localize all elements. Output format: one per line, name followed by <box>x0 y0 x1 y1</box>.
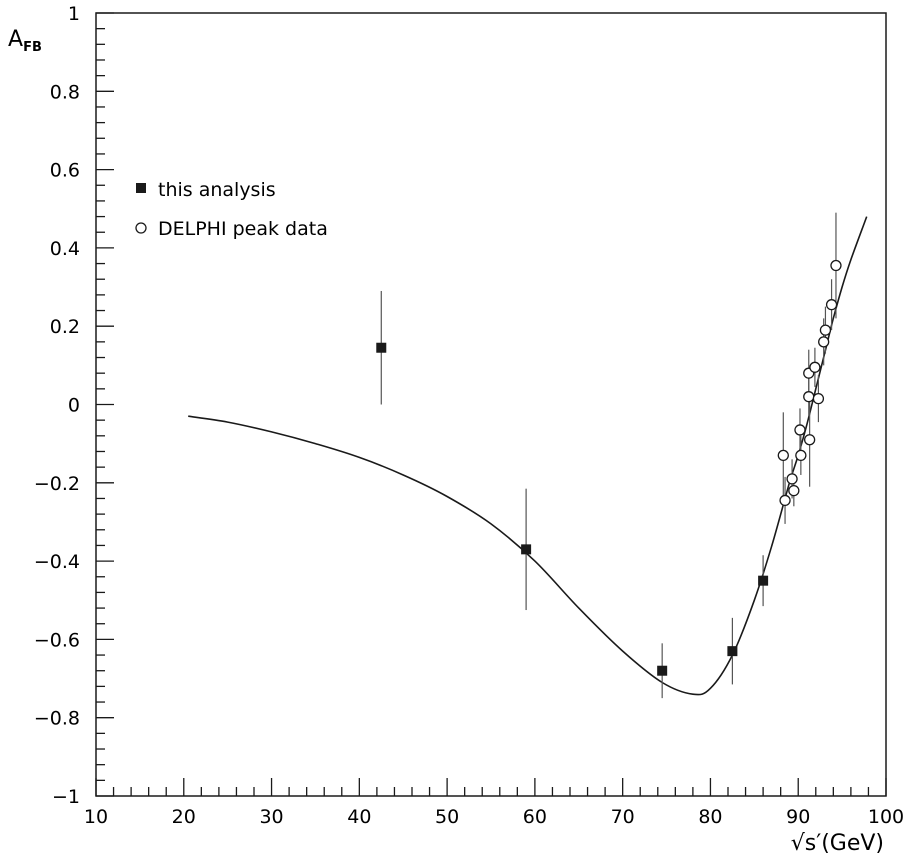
x-tick-label: 30 <box>259 806 283 828</box>
data-point-delphi-peak <box>809 361 821 373</box>
data-point-delphi-peak <box>812 392 825 405</box>
legend-label-delphi-peak-data: DELPHI peak data <box>158 218 328 240</box>
data-point-delphi-peak <box>803 434 816 446</box>
error-bars <box>380 212 837 699</box>
x-tick-label: 10 <box>84 806 108 828</box>
y-tick-label: 0.2 <box>50 316 80 338</box>
y-tick-label: 0.6 <box>50 160 80 182</box>
legend-marker-this-analysis <box>136 183 146 193</box>
x-tick-label: 60 <box>523 806 547 828</box>
data-point-delphi-peak <box>777 449 789 462</box>
y-tick-label: −0.6 <box>34 629 80 651</box>
data-point-delphi-peak <box>818 336 830 348</box>
minor-ticks <box>96 28 870 796</box>
x-tick-label: 90 <box>786 806 810 828</box>
legend-marker-delphi-peak-data <box>135 222 147 234</box>
y-tick-labels: −1 −0.8 −0.6 −0.4 −0.2 0 0.2 0.4 0.6 0.8 1 <box>34 3 80 808</box>
x-tick-label: 80 <box>698 806 722 828</box>
y-tick-label: −0.4 <box>34 551 80 573</box>
data-point-this-analysis <box>521 544 532 555</box>
y-tick-label: 0.8 <box>50 81 80 103</box>
legend-label-this-analysis: this analysis <box>158 179 276 201</box>
data-point-delphi-peak <box>795 449 807 462</box>
data-point-delphi-peak <box>825 299 838 311</box>
y-tick-label: −0.2 <box>34 473 80 495</box>
data-point-delphi-peak <box>779 494 791 507</box>
y-axis-title-main: A <box>8 27 23 52</box>
y-axis-title-subscript: FB <box>23 40 42 55</box>
data-point-this-analysis <box>376 342 387 353</box>
data-point-this-analysis <box>758 575 769 586</box>
y-tick-label: −0.8 <box>34 708 80 730</box>
data-point-delphi-peak <box>788 484 800 497</box>
y-tick-label: 1 <box>68 3 80 25</box>
x-tick-label: 20 <box>172 806 196 828</box>
x-tick-labels: 10 20 30 40 50 60 70 80 90 100 <box>84 806 904 828</box>
data-point-delphi-peak <box>830 259 842 272</box>
major-ticks <box>95 12 887 797</box>
y-tick-label: 0.4 <box>50 238 80 260</box>
legend: this analysis DELPHI peak data <box>135 179 328 240</box>
y-tick-label: 0 <box>68 395 80 417</box>
x-tick-label: 50 <box>435 806 459 828</box>
fit-curve <box>188 216 868 696</box>
data-point-delphi-peak <box>794 424 806 436</box>
x-axis-title: √s′(GeV) <box>791 831 884 856</box>
data-point-delphi-peak <box>803 391 815 403</box>
data-point-delphi-peak <box>819 324 832 336</box>
data-point-this-analysis <box>727 646 738 657</box>
x-tick-label: 100 <box>868 806 904 828</box>
plot-frame <box>95 12 887 797</box>
data-point-this-analysis <box>657 665 668 676</box>
x-tick-label: 70 <box>611 806 635 828</box>
y-axis-title: AFB <box>8 27 42 55</box>
data-markers <box>376 259 842 676</box>
data-point-delphi-peak <box>786 473 798 485</box>
x-tick-label: 40 <box>347 806 371 828</box>
y-tick-label: −1 <box>52 786 80 808</box>
